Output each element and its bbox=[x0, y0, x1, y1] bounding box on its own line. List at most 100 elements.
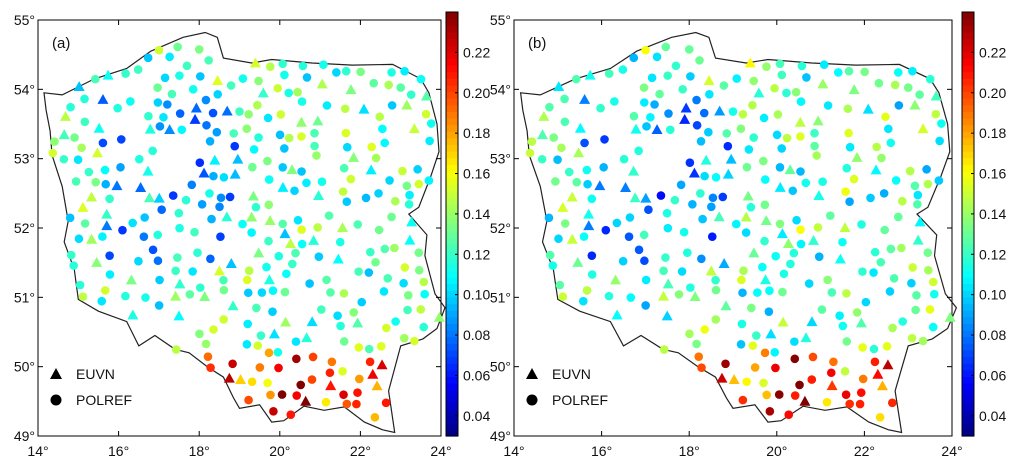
polref-station-marker bbox=[97, 296, 107, 306]
polref-station-marker bbox=[711, 315, 721, 324]
colorbar-segment bbox=[962, 204, 974, 212]
lon-tick-label: 18° bbox=[189, 443, 210, 459]
polref-station-marker bbox=[791, 87, 801, 97]
lon-tick-label: 16° bbox=[591, 443, 612, 459]
colorbar-segment bbox=[446, 349, 458, 358]
colorbar-tick-label: 0.16 bbox=[463, 166, 490, 182]
polref-station-marker bbox=[758, 262, 767, 272]
polref-station-marker bbox=[242, 340, 252, 349]
polref-station-marker bbox=[201, 339, 211, 349]
euvn-station-marker bbox=[225, 258, 237, 268]
polref-station-marker bbox=[844, 66, 854, 76]
euvn-station-marker bbox=[834, 253, 846, 264]
colorbar-segment bbox=[962, 144, 974, 152]
polref-station-marker bbox=[399, 333, 409, 343]
polref-station-marker bbox=[639, 98, 649, 107]
polref-station-marker bbox=[325, 368, 335, 378]
polref-station-marker bbox=[764, 307, 774, 316]
colorbar-segment bbox=[962, 416, 974, 424]
polref-station-marker bbox=[327, 357, 337, 367]
colorbar-segment bbox=[962, 303, 974, 311]
polref-station-marker bbox=[860, 67, 869, 77]
polref-station-marker bbox=[165, 52, 174, 62]
euvn-station-marker bbox=[566, 191, 578, 202]
polref-station-marker bbox=[911, 305, 920, 315]
polref-station-marker bbox=[908, 263, 917, 272]
euvn-station-marker bbox=[912, 234, 924, 245]
polref-station-marker bbox=[886, 244, 896, 254]
colorbar-segment bbox=[962, 217, 974, 225]
euvn-station-marker bbox=[280, 316, 292, 327]
euvn-station-marker bbox=[86, 233, 98, 244]
colorbar-segment bbox=[446, 363, 458, 371]
polref-station-marker bbox=[353, 220, 363, 229]
polref-station-marker bbox=[707, 232, 717, 241]
polref-station-marker bbox=[746, 202, 756, 212]
polref-station-marker bbox=[647, 73, 657, 83]
euvn-station-marker bbox=[308, 235, 320, 245]
euvn-station-marker bbox=[337, 222, 349, 233]
polref-station-marker bbox=[788, 186, 798, 196]
polref-station-marker bbox=[600, 135, 609, 144]
euvn-station-marker bbox=[284, 238, 296, 248]
euvn-station-marker bbox=[257, 87, 269, 98]
colorbar-segment bbox=[962, 243, 974, 252]
polref-station-marker bbox=[242, 124, 252, 133]
polref-station-marker bbox=[677, 267, 687, 276]
colorbar-segment bbox=[446, 190, 458, 199]
colorbar-segment bbox=[446, 25, 458, 33]
colorbar-segment bbox=[446, 296, 458, 305]
euvn-station-marker bbox=[249, 57, 261, 68]
polref-station-marker bbox=[276, 110, 286, 119]
polref-station-marker bbox=[855, 399, 865, 409]
euvn-station-marker bbox=[199, 291, 211, 302]
polref-station-marker bbox=[326, 288, 335, 297]
polref-station-marker bbox=[736, 124, 746, 133]
polref-station-marker bbox=[390, 243, 399, 253]
euvn-station-marker bbox=[143, 192, 155, 203]
polref-station-marker bbox=[339, 163, 349, 173]
polref-station-marker bbox=[380, 138, 389, 148]
polref-station-marker bbox=[195, 283, 205, 292]
euvn-station-marker bbox=[909, 99, 921, 110]
polref-station-marker bbox=[845, 399, 854, 409]
polref-station-marker bbox=[384, 80, 393, 90]
euvn-station-marker bbox=[316, 78, 328, 89]
euvn-station-marker bbox=[740, 211, 752, 222]
polref-station-marker bbox=[391, 196, 400, 206]
polref-station-marker bbox=[665, 125, 675, 135]
polref-station-marker bbox=[790, 354, 800, 364]
euvn-station-marker bbox=[102, 69, 114, 80]
polref-station-marker bbox=[203, 352, 213, 361]
polref-station-marker bbox=[70, 133, 79, 142]
polref-station-marker bbox=[748, 341, 758, 350]
lat-tick-label: 53° bbox=[14, 151, 35, 167]
polref-station-marker bbox=[700, 325, 710, 334]
polref-station-marker bbox=[870, 357, 880, 367]
polref-station-marker bbox=[796, 132, 805, 141]
euvn-station-marker bbox=[142, 165, 154, 176]
lon-tick-label: 14° bbox=[27, 443, 48, 459]
polref-station-marker bbox=[818, 177, 827, 186]
euvn-station-marker bbox=[870, 164, 882, 175]
polref-station-marker bbox=[640, 256, 649, 266]
colorbar-segment bbox=[446, 224, 458, 232]
polref-station-marker bbox=[890, 80, 900, 90]
euvn-station-marker bbox=[371, 380, 383, 391]
polref-station-marker bbox=[73, 155, 83, 165]
polref-station-marker bbox=[934, 176, 944, 185]
colorbar-segment bbox=[446, 389, 458, 397]
euvn-station-marker bbox=[628, 165, 640, 176]
polref-station-marker bbox=[876, 257, 886, 267]
colorbar-segment bbox=[962, 369, 974, 377]
polref-station-marker bbox=[898, 317, 907, 326]
polref-station-marker bbox=[414, 179, 424, 189]
colorbar-segment bbox=[446, 323, 458, 331]
polref-station-marker bbox=[587, 251, 597, 260]
polref-station-marker bbox=[278, 162, 288, 172]
colorbar-segment bbox=[962, 343, 974, 351]
lat-tick-label: 51° bbox=[14, 289, 35, 305]
polref-station-marker bbox=[796, 97, 806, 106]
polref-station-marker bbox=[264, 175, 274, 184]
colorbar-segment bbox=[962, 25, 974, 33]
